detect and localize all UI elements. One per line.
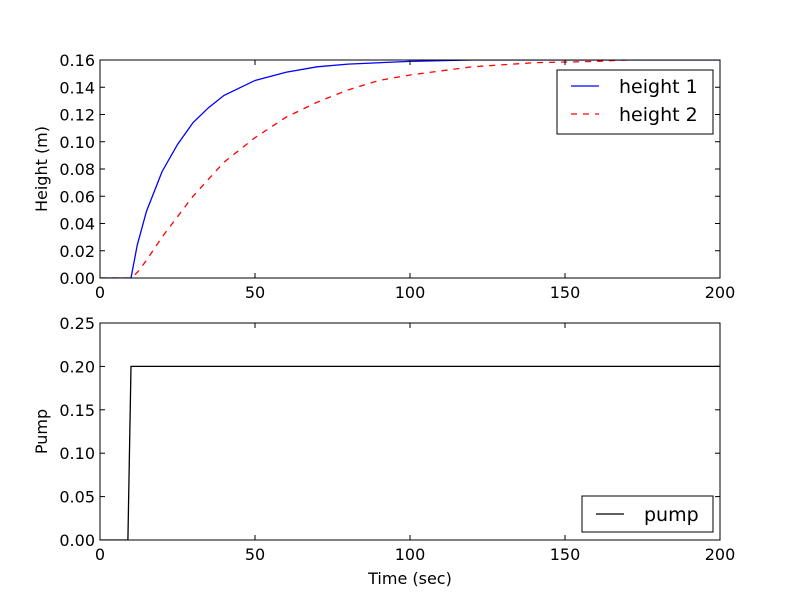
y-tick-label: 0.10 (59, 133, 95, 152)
y-tick-label: 0.00 (59, 269, 95, 288)
x-tick-label: 150 (550, 283, 581, 302)
y-tick-label: 0.14 (59, 78, 95, 97)
y-tick-label: 0.16 (59, 51, 95, 70)
y-tick-label: 0.20 (59, 357, 95, 376)
x-tick-label: 50 (245, 283, 265, 302)
x-tick-label: 50 (245, 545, 265, 564)
x-axis-label: Time (sec) (367, 569, 452, 588)
x-tick-label: 200 (705, 545, 736, 564)
series-line-pump (100, 365, 720, 540)
subplot-2: 0 50 100 150 200 0.00 0.05 0.10 0.15 0.20 0.25 Pump… (32, 314, 735, 588)
legend: height 1 height 2 (556, 69, 714, 135)
series-line-height-2 (100, 60, 628, 278)
y-tick-label: 0.04 (59, 215, 95, 234)
x-tick-label: 200 (705, 283, 736, 302)
legend-label: height 1 (619, 76, 698, 98)
x-tick-label: 0 (95, 283, 105, 302)
y-tick-label: 0.15 (59, 401, 95, 420)
y-tick-label: 0.02 (59, 242, 95, 261)
y-tick-label: 0.06 (59, 187, 95, 206)
legend-box (556, 69, 714, 135)
y-tick-label: 0.25 (59, 314, 95, 333)
y-tick-label: 0.12 (59, 106, 95, 125)
y-tick-label: 0.08 (59, 160, 95, 179)
x-tick-label: 100 (395, 545, 426, 564)
series-line-height-1 (100, 60, 720, 278)
legend-label: pump (644, 504, 699, 526)
x-tick-label: 100 (395, 283, 426, 302)
y-tick-label: 0.10 (59, 444, 95, 463)
x-tick-label: 150 (550, 545, 581, 564)
legend: pump (581, 495, 714, 533)
y-axis-label: Pump (32, 409, 51, 454)
y-axis-label: Height (m) (32, 126, 51, 212)
subplot-1: 0 50 100 150 200 0.00 0.02 0.04 0.06 0.08 0.10 0.12… (32, 51, 735, 302)
legend-label: height 2 (619, 104, 698, 126)
x-tick-label: 0 (95, 545, 105, 564)
y-tick-label: 0.05 (59, 488, 95, 507)
y-tick-label: 0.00 (59, 531, 95, 550)
